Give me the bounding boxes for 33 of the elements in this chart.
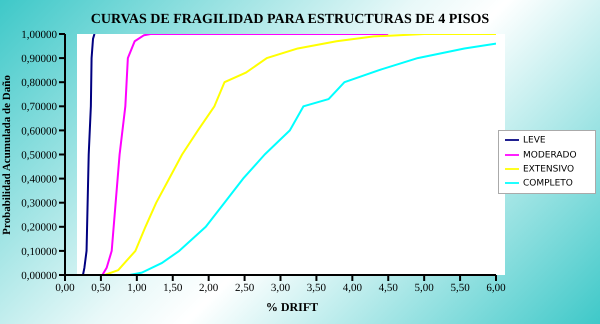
x-tick-label: 4,50	[378, 282, 398, 294]
y-tick-label: 1,00000	[21, 28, 58, 41]
y-tick-label: 0,10000	[21, 246, 58, 258]
x-tick-label: 2,50	[234, 282, 255, 294]
x-tick-label: 2,00	[199, 282, 219, 294]
x-axis-title: % DRIFT	[264, 300, 320, 315]
y-tick-label: 0,00000	[21, 270, 58, 282]
x-tick-label: 0,00	[55, 282, 76, 294]
y-axis-title: Probabilidad Acumulada de Daño	[1, 75, 13, 235]
y-tick-label: 0,80000	[21, 77, 58, 90]
x-tick-label: 5,00	[414, 282, 434, 294]
y-tick-label: 0,50000	[21, 149, 58, 162]
y-tick-label: 0,20000	[21, 222, 58, 234]
line-series	[101, 34, 390, 275]
line-series	[82, 34, 96, 275]
y-tick-label: 0,60000	[21, 125, 58, 138]
x-tick-label: 5,50	[450, 282, 470, 294]
chart-title: CURVAS DE FRAGILIDAD PARA ESTRUCTURAS DE 4 PISOS	[90, 12, 490, 28]
x-tick-label: 0,50	[91, 282, 112, 294]
x-tick-label: 1,50	[163, 282, 183, 294]
legend-label: COMPLETO	[523, 178, 573, 189]
legend-label: LEVE	[523, 136, 546, 146]
y-tick-label: 0,70000	[21, 101, 58, 114]
x-tick-label: 3,50	[306, 282, 327, 294]
x-tick-label: 3,00	[270, 282, 291, 294]
y-tick-label: 0,30000	[21, 198, 58, 210]
x-tick-label: 4,00	[342, 282, 362, 294]
legend-label: EXTENSIVO	[523, 164, 574, 174]
x-tick-label: 6,00	[486, 282, 506, 294]
y-tick-label: 0,40000	[21, 174, 58, 186]
y-tick-label: 0,90000	[21, 53, 58, 66]
x-tick-label: 1,00	[127, 282, 147, 294]
legend-label: MODERADO	[523, 150, 577, 160]
